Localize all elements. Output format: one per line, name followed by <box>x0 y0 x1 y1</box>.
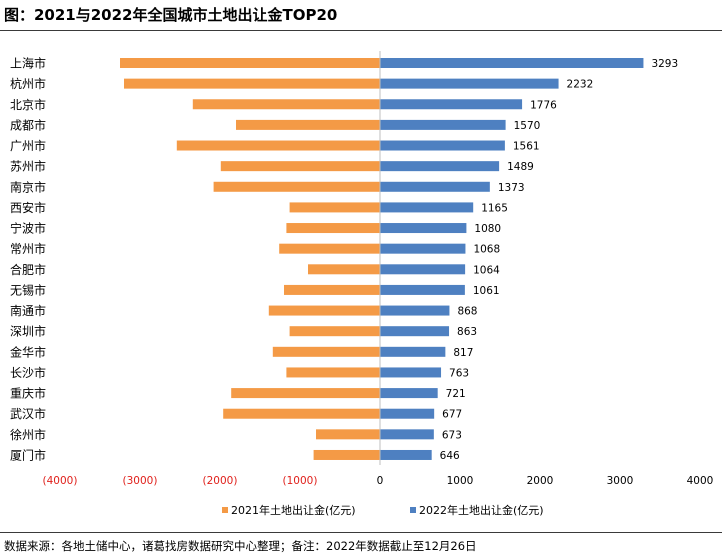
bar-2021 <box>272 346 380 357</box>
bar-2022 <box>380 223 467 234</box>
bar-2022 <box>380 449 432 460</box>
bar-2021 <box>124 78 380 89</box>
data-label: 1064 <box>473 264 500 276</box>
category-label: 宁波市 <box>10 221 46 236</box>
data-label: 1373 <box>498 182 525 194</box>
category-label: 无锡市 <box>10 282 46 297</box>
category-label: 重庆市 <box>10 386 46 401</box>
category-label: 长沙市 <box>10 365 46 380</box>
category-label: 西安市 <box>10 200 46 215</box>
category-label: 深圳市 <box>10 324 46 339</box>
bar-2022 <box>380 326 450 337</box>
bar-2022 <box>380 284 465 295</box>
x-tick-label: 3000 <box>607 475 634 487</box>
bar-2021 <box>192 99 380 110</box>
data-label: 763 <box>449 367 469 379</box>
category-label: 北京市 <box>10 97 46 112</box>
bar-2022 <box>380 408 435 419</box>
category-label: 杭州市 <box>10 76 46 91</box>
bar-2021 <box>308 264 380 275</box>
data-label: 1061 <box>473 285 500 297</box>
land-sale-chart: 上海市 3293 杭州市 2232 北京市 1776 成都市 1570 广州市 1561 苏州市 14… <box>10 51 714 517</box>
bar-2022 <box>380 388 438 399</box>
page-title: 图：2021与2022年全国城市土地出让金TOP20 <box>4 6 338 24</box>
category-label: 南通市 <box>10 303 46 318</box>
data-label: 1080 <box>474 223 501 235</box>
bar-2022 <box>380 367 442 378</box>
category-label: 上海市 <box>10 56 46 71</box>
x-tick-label: (4000) <box>43 475 78 487</box>
category-label: 徐州市 <box>10 427 46 442</box>
bar-2022 <box>380 305 450 316</box>
bar-2022 <box>380 140 505 151</box>
data-label: 1165 <box>481 202 508 214</box>
bar-2021 <box>213 181 380 192</box>
data-label: 2232 <box>567 79 594 91</box>
data-label: 673 <box>442 429 462 441</box>
x-tick-label: (1000) <box>283 475 318 487</box>
category-label: 金华市 <box>10 344 46 359</box>
bar-2021 <box>223 408 380 419</box>
legend-label-2021: 2021年土地出让金(亿元) <box>231 503 356 517</box>
title-divider <box>0 30 722 31</box>
bar-2021 <box>268 305 380 316</box>
x-tick-label: (2000) <box>203 475 238 487</box>
data-label: 3293 <box>651 58 678 70</box>
data-label: 1561 <box>513 141 540 153</box>
category-label: 南京市 <box>10 179 46 194</box>
legend-swatch-2022 <box>410 507 416 513</box>
source-note: 数据来源：各地土储中心，诸葛找房数据研究中心整理；备注：2022年数据截止至12… <box>4 539 477 553</box>
x-tick-label: 4000 <box>687 475 714 487</box>
category-label: 厦门市 <box>10 447 46 462</box>
x-tick-label: 1000 <box>447 475 474 487</box>
bar-2021 <box>176 140 380 151</box>
bar-2021 <box>286 223 380 234</box>
bar-2021 <box>120 58 380 68</box>
bar-2022 <box>380 181 490 192</box>
bar-2022 <box>380 161 500 172</box>
bar-2021 <box>316 429 380 440</box>
category-label: 常州市 <box>10 241 46 256</box>
bar-2022 <box>380 202 474 213</box>
category-label: 广州市 <box>10 138 46 153</box>
bar-2021 <box>236 119 380 130</box>
data-label: 1489 <box>507 161 534 173</box>
bar-2022 <box>380 346 446 357</box>
x-tick-label: 0 <box>377 475 384 487</box>
bar-2022 <box>380 119 506 130</box>
data-label: 863 <box>457 326 477 338</box>
legend-label-2022: 2022年土地出让金(亿元) <box>419 503 544 517</box>
bar-2021 <box>279 243 380 254</box>
bar-2022 <box>380 58 644 68</box>
category-label: 合肥市 <box>10 262 46 277</box>
data-label: 721 <box>446 388 466 400</box>
bar-2021 <box>289 202 380 213</box>
x-tick-label: 2000 <box>527 475 554 487</box>
bar-2021 <box>284 284 380 295</box>
data-label: 868 <box>457 306 477 318</box>
data-label: 1068 <box>473 244 500 256</box>
data-label: 1776 <box>530 99 557 111</box>
bar-2021 <box>289 326 380 337</box>
footer-divider <box>0 532 722 533</box>
data-label: 1570 <box>514 120 541 132</box>
category-label: 武汉市 <box>10 406 46 421</box>
x-tick-label: (3000) <box>123 475 158 487</box>
bar-2022 <box>380 264 466 275</box>
bar-2021 <box>220 161 380 172</box>
category-label: 苏州市 <box>10 159 46 174</box>
category-label: 成都市 <box>10 117 46 132</box>
bar-2021 <box>231 388 380 399</box>
bar-2022 <box>380 243 466 254</box>
bar-2022 <box>380 78 559 89</box>
legend-swatch-2021 <box>222 507 228 513</box>
data-label: 677 <box>442 409 462 421</box>
data-label: 817 <box>453 347 473 359</box>
bar-2022 <box>380 429 434 440</box>
data-label: 646 <box>440 450 460 462</box>
bar-2022 <box>380 99 523 110</box>
bar-2021 <box>286 367 380 378</box>
bar-2021 <box>313 449 380 460</box>
